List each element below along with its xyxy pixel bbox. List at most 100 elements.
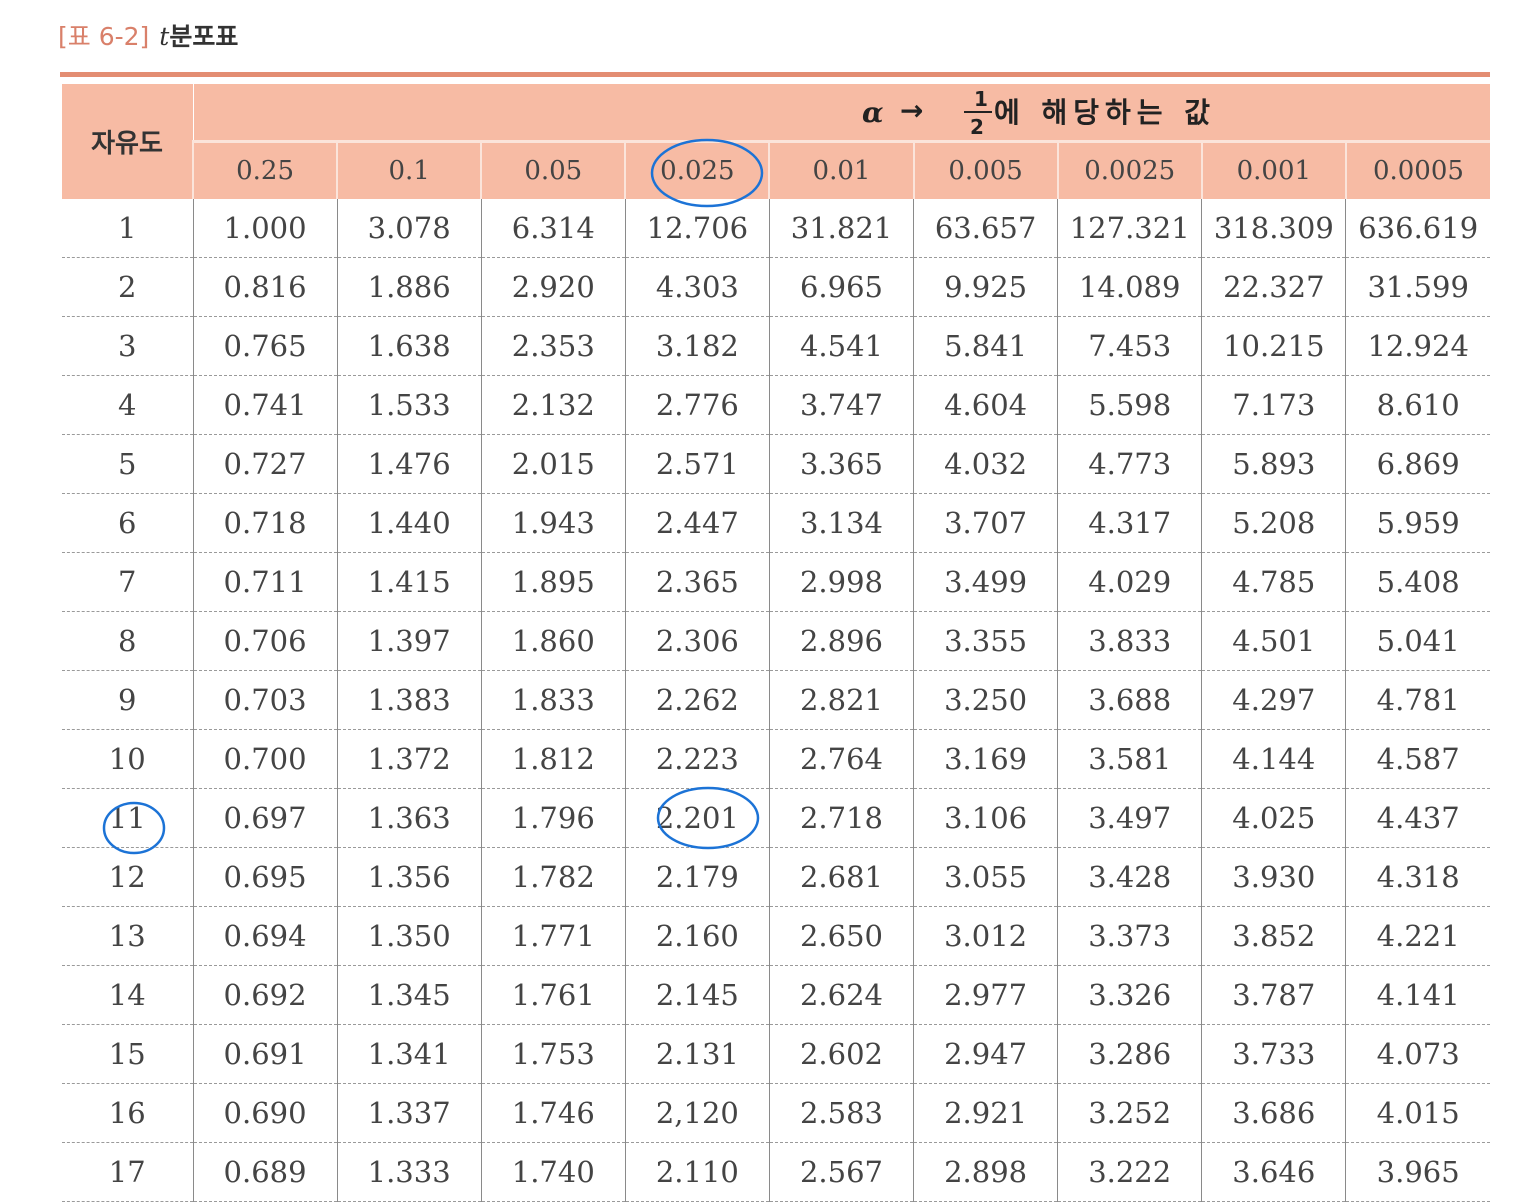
value-cell: 1.383 [336, 670, 482, 730]
alpha-col-header: 0.025 [624, 141, 770, 199]
value-cell: 2.947 [913, 1024, 1058, 1084]
value-cell: 2.353 [480, 316, 626, 376]
value-cell: 12.706 [624, 199, 770, 258]
value-cell: 0.692 [192, 965, 338, 1025]
alpha-col-header: 0.001 [1200, 141, 1346, 199]
value-cell: 127.321 [1057, 199, 1202, 258]
alpha-col-header: 0.1 [336, 141, 482, 199]
value-cell: 2.571 [624, 434, 770, 494]
value-cell: 1.000 [192, 199, 338, 258]
value-cell: 1.476 [336, 434, 482, 494]
value-cell: 2.179 [624, 847, 770, 907]
df-cell: 11 [62, 788, 193, 848]
value-cell: 0.765 [192, 316, 338, 376]
value-cell: 1.397 [336, 611, 482, 671]
value-cell: 2.160 [624, 906, 770, 966]
value-cell: 3.428 [1057, 847, 1202, 907]
value-cell: 3.833 [1057, 611, 1202, 671]
value-cell: 0.741 [192, 375, 338, 435]
value-cell: 9.925 [913, 257, 1058, 317]
alpha-col-header: 0.25 [191, 141, 338, 199]
value-cell: 6.869 [1345, 434, 1490, 494]
value-cell: 2.365 [624, 552, 770, 612]
table-row: 3 0.765 1.638 2.353 3.182 4.541 5.841 7.453 10.2… [62, 316, 1490, 376]
value-cell: 1.356 [336, 847, 482, 907]
value-cell: 2.131 [624, 1024, 770, 1084]
value-cell: 1.812 [480, 729, 626, 789]
value-cell: 6.314 [480, 199, 626, 258]
alpha-col-header: 0.0005 [1344, 141, 1490, 199]
value-cell: 63.657 [913, 199, 1058, 258]
arrow-glyph: → [900, 94, 923, 127]
df-cell: 16 [62, 1083, 193, 1143]
handwritten-alpha-note: α → 1 2 에 해당하는 값 [862, 87, 1210, 139]
highlighted-value-cell: 2.201 [624, 788, 770, 848]
table-row: 17 0.689 1.333 1.740 2.110 2.567 2.898 3.222 3.6… [62, 1142, 1490, 1202]
value-cell: 5.408 [1345, 552, 1490, 612]
table-row: 14 0.692 1.345 1.761 2.145 2.624 2.977 3.326 3.7… [62, 965, 1490, 1025]
value-cell: 2.145 [624, 965, 770, 1025]
df-cell: 9 [62, 670, 193, 730]
df-cell: 1 [62, 199, 193, 258]
value-cell: 1.833 [480, 670, 626, 730]
value-cell: 10.215 [1201, 316, 1346, 376]
value-cell: 4.587 [1345, 729, 1490, 789]
value-cell: 1.341 [336, 1024, 482, 1084]
value-cell: 1.363 [336, 788, 482, 848]
value-cell: 5.208 [1201, 493, 1346, 553]
value-cell: 3.581 [1057, 729, 1202, 789]
value-cell: 4.141 [1345, 965, 1490, 1025]
value-cell: 2.921 [913, 1083, 1058, 1143]
value-cell: 0.689 [192, 1142, 338, 1202]
table-row: 6 0.718 1.440 1.943 2.447 3.134 3.707 4.317 5.20… [62, 493, 1490, 553]
value-cell: 2.681 [768, 847, 914, 907]
value-cell: 318.309 [1201, 199, 1346, 258]
value-cell: 4.303 [624, 257, 770, 317]
value-cell: 4.144 [1201, 729, 1346, 789]
value-cell: 0.697 [192, 788, 338, 848]
value-cell: 3.055 [913, 847, 1058, 907]
value-cell: 2.132 [480, 375, 626, 435]
value-cell: 0.718 [192, 493, 338, 553]
value-cell: 4.604 [913, 375, 1058, 435]
value-cell: 2.650 [768, 906, 914, 966]
value-cell: 4.318 [1345, 847, 1490, 907]
table-row: 9 0.703 1.383 1.833 2.262 2.821 3.250 3.688 4.29… [62, 670, 1490, 730]
value-cell: 3.012 [913, 906, 1058, 966]
value-cell: 2,120 [624, 1083, 770, 1143]
value-cell: 7.453 [1057, 316, 1202, 376]
value-cell: 2.624 [768, 965, 914, 1025]
value-cell: 1.895 [480, 552, 626, 612]
value-cell: 3.787 [1201, 965, 1346, 1025]
value-cell: 5.841 [913, 316, 1058, 376]
alpha-symbol: α [862, 96, 884, 129]
value-cell: 1.943 [480, 493, 626, 553]
alpha-col-header: 0.005 [912, 141, 1058, 199]
value-cell: 636.619 [1345, 199, 1490, 258]
value-cell: 14.089 [1057, 257, 1202, 317]
value-cell: 2.898 [913, 1142, 1058, 1202]
value-cell: 2.821 [768, 670, 914, 730]
value-cell: 2.776 [624, 375, 770, 435]
value-cell: 4.221 [1345, 906, 1490, 966]
table-caption: [표 6-2] t분포표 [58, 20, 238, 54]
value-cell: 2.306 [624, 611, 770, 671]
value-cell: 2.262 [624, 670, 770, 730]
value-cell: 3.365 [768, 434, 914, 494]
caption-title: 분포표 [169, 22, 239, 51]
value-cell: 4.317 [1057, 493, 1202, 553]
df-cell: 14 [62, 965, 193, 1025]
value-cell: 3.326 [1057, 965, 1202, 1025]
df-cell: 7 [62, 552, 193, 612]
table-body: 1 1.000 3.078 6.314 12.706 31.821 63.657 127.32… [62, 199, 1490, 1202]
value-cell: 4.029 [1057, 552, 1202, 612]
value-cell: 3.747 [768, 375, 914, 435]
value-cell: 2.998 [768, 552, 914, 612]
df-cell: 17 [62, 1142, 193, 1202]
value-cell: 3.688 [1057, 670, 1202, 730]
value-cell: 3.965 [1345, 1142, 1490, 1202]
value-cell: 0.727 [192, 434, 338, 494]
value-cell: 1.350 [336, 906, 482, 966]
value-cell: 4.773 [1057, 434, 1202, 494]
value-cell: 2.223 [624, 729, 770, 789]
